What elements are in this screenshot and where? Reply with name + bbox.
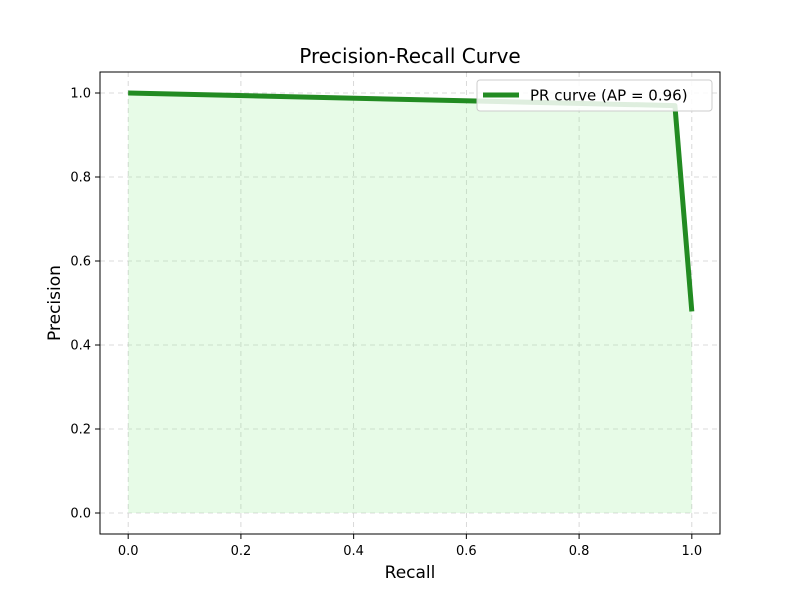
y-axis-ticks: 0.0 0.2 0.4 0.6 0.8 1.0 xyxy=(70,87,100,522)
y-tick-label-0: 0.0 xyxy=(70,507,91,522)
x-tick-label-3: 0.6 xyxy=(456,544,477,559)
series-area-fill-0 xyxy=(128,93,692,513)
y-tick-label-2: 0.4 xyxy=(70,339,91,354)
x-axis-title: Recall xyxy=(385,563,436,583)
y-tick-label-1: 0.2 xyxy=(70,423,91,438)
legend: PR curve (AP = 0.96) xyxy=(476,79,713,112)
grid-lines xyxy=(100,72,720,534)
y-tick-label-5: 1.0 xyxy=(70,87,91,102)
chart-title: Precision-Recall Curve xyxy=(299,44,520,68)
x-tick-label-5: 1.0 xyxy=(681,544,702,559)
x-tick-label-0: 0.0 xyxy=(118,544,139,559)
x-tick-label-2: 0.4 xyxy=(343,544,364,559)
legend-label-pr-curve: PR curve (AP = 0.96) xyxy=(530,87,688,105)
axes-frame xyxy=(99,71,721,535)
x-tick-label-4: 0.8 xyxy=(569,544,590,559)
y-tick-label-4: 0.8 xyxy=(70,171,91,186)
y-tick-label-3: 0.6 xyxy=(70,255,91,270)
x-axis-ticks: 0.0 0.2 0.4 0.6 0.8 1.0 xyxy=(118,534,702,559)
y-axis-title: Precision xyxy=(45,265,65,341)
legend-box xyxy=(476,79,713,112)
x-tick-label-1: 0.2 xyxy=(231,544,252,559)
area-fill-layer xyxy=(128,93,692,513)
